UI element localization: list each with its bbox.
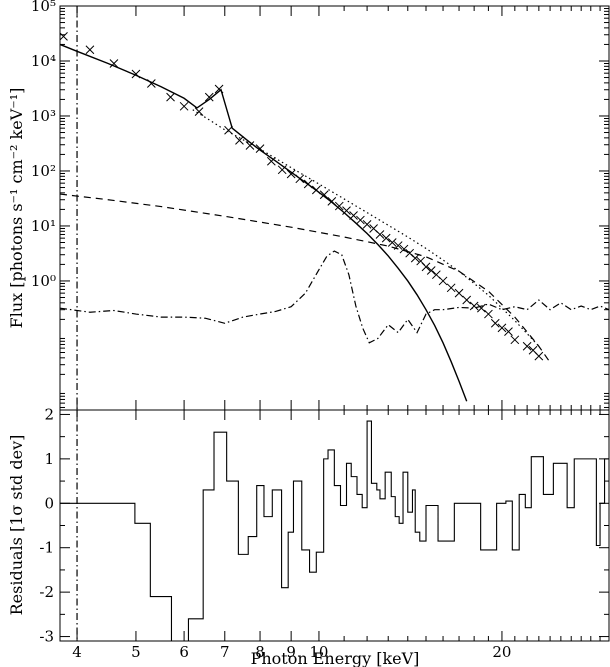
- data-point-cross: [266, 156, 276, 166]
- data-point-cross: [375, 230, 385, 239]
- data-point-cross: [311, 185, 321, 195]
- data-point-cross: [438, 276, 448, 286]
- data-point-cross: [319, 190, 329, 200]
- data-point-cross: [224, 125, 233, 135]
- data-point-cross: [131, 69, 141, 79]
- residuals-tick-label: 2: [44, 405, 54, 423]
- energy-tick-label: 9: [286, 643, 296, 661]
- data-point-cross: [235, 136, 244, 145]
- data-point-cross: [327, 197, 337, 206]
- spectrum-panel-frame: [59, 5, 610, 411]
- data-point-cross: [534, 351, 544, 361]
- data-point-cross: [469, 301, 479, 311]
- residuals-tick-label: -3: [39, 628, 54, 646]
- data-point-cross: [245, 141, 255, 150]
- residuals-axis-label: Residuals [1σ std dev]: [7, 435, 26, 616]
- residuals-tick-label: 0: [44, 494, 54, 512]
- energy-tick-label: 7: [220, 643, 230, 661]
- residuals-tick-label: -1: [39, 539, 54, 557]
- data-point-cross: [462, 295, 472, 305]
- data-point-cross: [484, 309, 493, 319]
- data-point-cross: [349, 211, 358, 220]
- energy-tick-label: 4: [72, 643, 82, 661]
- residuals-tick-label: 1: [44, 450, 54, 468]
- data-point-cross: [334, 201, 344, 211]
- data-point-cross: [255, 144, 265, 153]
- data-point-cross: [362, 219, 372, 229]
- data-point-cross: [60, 32, 68, 41]
- data-point-cross: [166, 92, 175, 102]
- model-curve-dashdot: [60, 250, 609, 344]
- data-point-cross: [410, 253, 420, 263]
- residuals-data-layer: [60, 410, 609, 641]
- energy-tick-label: 5: [131, 643, 141, 661]
- flux-tick-label: 10³: [31, 107, 56, 125]
- energy-tick-label: 20: [492, 643, 511, 661]
- model-curve-dashed: [60, 193, 551, 363]
- energy-tick-label: 6: [179, 643, 189, 661]
- spectrum-data-layer: [60, 6, 609, 410]
- flux-tick-label: 10⁵: [31, 0, 56, 15]
- data-point-cross: [194, 107, 204, 116]
- data-point-cross: [204, 92, 214, 102]
- data-point-cross: [381, 233, 391, 243]
- residuals-tick-label: -2: [39, 583, 54, 601]
- energy-tick-label: 10: [309, 643, 328, 661]
- data-point-cross: [295, 174, 305, 184]
- residuals-step-line: [60, 420, 609, 641]
- data-point-cross: [497, 323, 507, 333]
- data-point-cross: [399, 244, 409, 254]
- data-point-cross: [426, 266, 436, 275]
- data-point-cross: [286, 169, 296, 179]
- data-point-cross: [421, 262, 431, 272]
- flux-tick-label: 10²: [31, 162, 56, 180]
- flux-axis-label: Flux [photons s⁻¹ cm⁻² keV⁻¹]: [7, 88, 26, 329]
- data-point-cross: [342, 206, 351, 215]
- data-point-cross: [454, 288, 464, 298]
- data-point-cross: [510, 335, 520, 345]
- flux-tick-label: 10⁰: [31, 272, 56, 290]
- data-point-cross: [446, 283, 456, 293]
- data-point-cross: [387, 238, 397, 247]
- data-point-cross: [477, 303, 486, 313]
- data-point-cross: [356, 215, 365, 225]
- data-point-cross: [179, 101, 189, 111]
- model-curve-dotted: [192, 109, 540, 347]
- energy-tick-label: 8: [255, 643, 265, 661]
- data-point-cross: [303, 179, 313, 189]
- residuals-ticks: 4 5 6 7 8 9 10 20 -3 -2 -1 0 1 2: [39, 6, 610, 661]
- data-point-cross: [393, 241, 403, 250]
- energy-axis-label: Photon Energy [keV]: [251, 649, 420, 667]
- data-point-cross: [504, 327, 513, 336]
- data-point-cross: [146, 79, 156, 88]
- residuals-panel-frame: [59, 409, 610, 642]
- data-point-cross: [522, 341, 532, 351]
- flux-tick-label: 10⁴: [31, 52, 56, 70]
- data-point-cross: [109, 59, 119, 68]
- data-point-cross: [490, 318, 500, 328]
- data-point-cross: [214, 84, 224, 94]
- spectrum-ticks: 10⁰ 10¹ 10² 10³ 10⁴ 10⁵: [31, 0, 609, 408]
- data-point-cross: [85, 45, 95, 55]
- flux-tick-label: 10¹: [31, 217, 56, 235]
- data-point-cross: [277, 165, 287, 175]
